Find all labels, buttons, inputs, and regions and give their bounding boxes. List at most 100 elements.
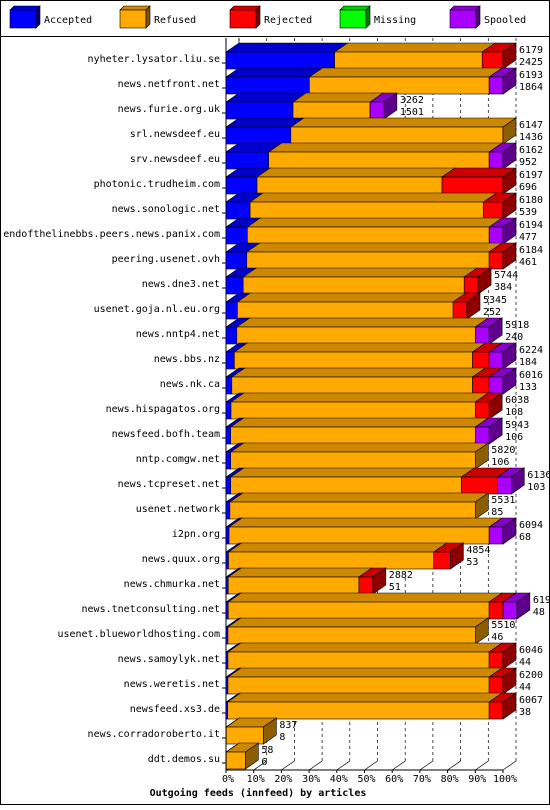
bar-segment-rejected xyxy=(472,376,490,395)
bar-row xyxy=(225,417,504,445)
bar-side xyxy=(488,392,503,420)
x-tick-label: 20% xyxy=(274,774,292,785)
row-label: news.tcpreset.net xyxy=(118,479,220,490)
legend-swatch xyxy=(9,9,37,29)
value-total: 6067 xyxy=(519,695,543,706)
bar-segment-refused xyxy=(227,701,490,720)
bar-top-refused xyxy=(256,167,457,178)
value-accepted: 44 xyxy=(519,657,531,668)
bar-row xyxy=(225,317,504,345)
bar-top-refused xyxy=(226,642,504,653)
value-accepted: 461 xyxy=(519,257,537,268)
bar-segment-rejected xyxy=(433,551,451,570)
row-label: usenet.blueworldhosting.com xyxy=(57,629,220,640)
bar-side xyxy=(474,442,489,470)
bar-segment-spooled xyxy=(488,226,504,245)
value-accepted: 108 xyxy=(505,407,523,418)
bar-side xyxy=(474,492,489,520)
x-tick-label: 80% xyxy=(441,774,459,785)
bar-segment-accepted xyxy=(225,351,235,370)
row-label: news.bbs.nz xyxy=(154,354,220,365)
bar-top-refused xyxy=(242,267,479,278)
value-accepted: 44 xyxy=(519,682,531,693)
bar-segment-refused xyxy=(225,751,246,770)
bar-top-refused xyxy=(229,467,476,478)
value-accepted: 8 xyxy=(279,732,285,743)
grid-floor-line xyxy=(336,760,350,771)
bar-segment-rejected xyxy=(441,176,504,195)
value-accepted: 1864 xyxy=(519,82,543,93)
bar-segment-spooled xyxy=(488,76,504,95)
bar-row xyxy=(225,392,504,420)
value-total: 6162 xyxy=(519,145,543,156)
legend-item-accepted: Accepted xyxy=(9,5,92,29)
row-label: peering.usenet.ovh xyxy=(112,254,220,265)
bar-top-refused xyxy=(226,667,504,678)
bar-segment-refused xyxy=(230,426,476,445)
bar-top-accepted xyxy=(225,42,349,53)
bar-segment-spooled xyxy=(488,151,504,170)
value-total: 837 xyxy=(279,720,297,731)
value-total: 6193 xyxy=(519,70,543,81)
bar-side xyxy=(502,67,517,95)
bar-segment-spooled xyxy=(488,526,504,545)
x-tick-label: 70% xyxy=(413,774,431,785)
value-accepted: 51 xyxy=(389,582,401,593)
grid-floor-line xyxy=(419,760,434,771)
bar-segment-refused xyxy=(227,601,490,620)
bar-segment-accepted xyxy=(225,326,238,345)
bar-segment-refused xyxy=(309,76,490,95)
value-total: 6194 xyxy=(519,220,543,231)
bar-segment-accepted xyxy=(225,51,335,70)
bar-segment-refused xyxy=(230,401,476,420)
legend-item-rejected: Rejected xyxy=(229,5,312,29)
bar-segment-accepted xyxy=(225,176,258,195)
value-total: 6094 xyxy=(519,520,543,531)
grid-floor-line xyxy=(281,760,295,771)
bar-segment-accepted xyxy=(225,101,294,120)
bar-segment-refused xyxy=(268,151,490,170)
bar-segment-refused xyxy=(246,251,490,270)
bar-side xyxy=(502,692,517,720)
value-accepted: 384 xyxy=(494,282,512,293)
value-accepted: 1501 xyxy=(400,107,424,118)
bar-side xyxy=(245,742,259,770)
row-label: srv.newsdeef.eu xyxy=(130,154,220,165)
bar-segment-rejected xyxy=(463,276,479,295)
grid-floor-line xyxy=(253,760,267,771)
bar-row xyxy=(225,167,517,195)
bar-segment-accepted xyxy=(225,476,232,495)
bar-side xyxy=(466,292,481,320)
legend-swatch-side xyxy=(145,5,151,29)
value-total: 5918 xyxy=(505,320,529,331)
bar-segment-accepted xyxy=(225,76,310,95)
legend-swatch-side xyxy=(475,5,481,29)
bar-segment-rejected xyxy=(488,601,504,620)
legend-item-missing: Missing xyxy=(339,5,416,29)
row-label: news.dne3.net xyxy=(142,279,220,290)
bar-side xyxy=(372,567,387,595)
grid-floor-line xyxy=(308,760,323,771)
row-label: news.corradoroberto.it xyxy=(88,729,220,740)
row-label: news.nk.ca xyxy=(160,379,220,390)
bar-segment-accepted xyxy=(225,376,233,395)
bar-row xyxy=(225,367,517,395)
bar-top-refused xyxy=(226,617,490,628)
bar-top-refused xyxy=(229,442,490,453)
grid-floor-line xyxy=(392,760,406,771)
bar-side xyxy=(516,592,531,620)
bar-side xyxy=(511,467,525,495)
bar-row xyxy=(225,117,517,145)
value-accepted: 240 xyxy=(505,332,523,343)
x-tick-label: 90% xyxy=(468,774,486,785)
bar-side xyxy=(502,192,517,220)
bar-segment-accepted xyxy=(225,551,229,570)
bar-top-refused xyxy=(226,692,504,703)
value-total: 6180 xyxy=(519,195,543,206)
value-total: 5744 xyxy=(494,270,518,281)
legend-swatch-top xyxy=(449,5,481,11)
bar-segment-spooled xyxy=(502,601,518,620)
bar-side xyxy=(488,317,503,345)
bar-segment-rejected xyxy=(474,401,490,420)
bar-side xyxy=(474,617,489,645)
